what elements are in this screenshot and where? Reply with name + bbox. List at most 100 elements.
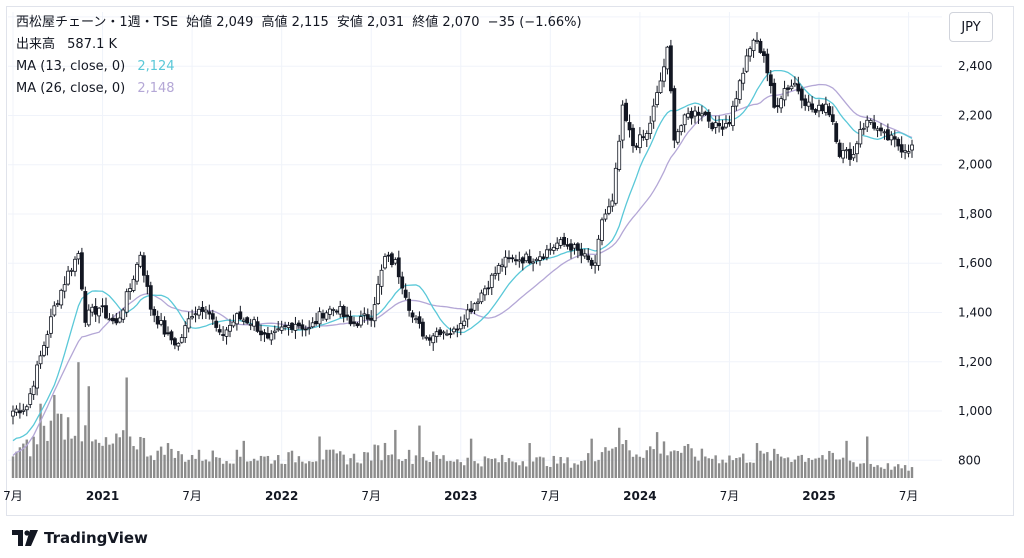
ma13-label[interactable]: MA (13, close, 0) [16,59,125,74]
volume-bar [732,460,734,478]
volume-bar [845,441,847,478]
candle-body [318,312,321,324]
volume-bar [91,441,93,478]
candle-body [456,329,459,330]
volume-bar [666,455,668,478]
candle-body [459,324,462,329]
candle-body [294,324,297,330]
candle-body [649,123,652,133]
candle-body [191,317,194,318]
candle-body [704,112,707,114]
candle-body [222,335,225,336]
volume-bar [408,450,410,478]
volume-bar [873,467,875,478]
volume-bar [442,455,444,478]
volume-bar [522,461,524,478]
volume-bar [832,453,834,478]
volume-bar [894,467,896,478]
candle-body [566,245,569,247]
candle-body [669,46,672,91]
volume-bar [642,458,644,478]
candle-body [797,84,800,91]
volume-bar [711,459,713,478]
volume-bar [897,464,899,478]
candle-body [790,86,793,89]
volume-bar [84,425,86,478]
volume-bar [422,457,424,478]
time-tick-label: 7月 [720,489,740,503]
volume-bar [46,441,48,478]
candle-body [552,247,555,250]
volume-bar [349,458,351,478]
volume-bar [491,459,493,478]
volume-bar [611,449,613,478]
volume-bar [284,464,286,478]
candle-body [142,256,145,276]
candle-body [756,40,759,41]
price-tick-label: 2,400 [958,59,992,73]
volume-bar [167,443,169,478]
volume-bar [387,455,389,478]
volume-bar [12,456,14,478]
candle-body [473,304,476,311]
candle-body [521,258,524,263]
candle-body [387,255,390,256]
price-axis: 2,6002,4002,2002,0001,8001,6001,4001,200… [958,10,992,467]
volume-bar [842,458,844,478]
candle-body [418,317,421,324]
candle-body [545,250,548,257]
candle-body [614,168,617,203]
volume-bar [859,464,861,478]
volume-bar [604,447,606,478]
candle-body [53,306,56,315]
candle-body [542,257,545,259]
candle-body [645,133,648,139]
tradingview-brand[interactable]: TradingView [12,526,148,550]
candle-body [380,270,383,286]
symbol-label[interactable]: 西松屋チェーン・1週・TSE [16,15,178,30]
candle-body [359,317,362,325]
candle-body [559,240,562,246]
volume-label[interactable]: 出来高 [16,37,55,52]
volume-bar [807,458,809,478]
legend-volume: 出来高 587.1 K [16,36,121,54]
volume-bar [739,457,741,478]
volume-bar [239,457,241,478]
time-tick-label: 7月 [899,489,919,503]
candle-body [883,132,886,133]
candle-body [218,330,221,333]
volume-bar [480,466,482,478]
candle-body [766,54,769,73]
brand-name: TradingView [44,529,148,547]
legend-ma26: MA (26, close, 0) 2,148 [16,80,179,98]
volume-bar [94,440,96,478]
candle-body [397,258,400,277]
candle-body [87,310,90,325]
candle-body [335,311,338,312]
volume-bar [88,386,90,478]
volume-bar [301,462,303,478]
volume-bar [67,417,69,478]
currency-button[interactable]: JPY [949,12,993,42]
candle-body [594,263,597,265]
volume-bar [559,457,561,478]
candle-body [204,310,207,312]
candle-body [139,255,142,266]
volume-bar [267,456,269,478]
volume-bar [170,449,172,478]
volume-bar [70,439,72,478]
volume-bar [907,471,909,478]
volume-bar [346,464,348,478]
time-tick-label: 7月 [182,489,202,503]
ma26-label[interactable]: MA (26, close, 0) [16,81,125,96]
candle-body [597,239,600,265]
volume-bar [776,454,778,478]
candle-body [366,315,369,320]
time-tick-label: 2021 [86,489,119,503]
volume-bar [683,446,685,478]
candle-body [425,337,428,338]
volume-bar [752,463,754,478]
volume-bar [411,464,413,478]
candle-body [666,47,669,69]
candle-body [353,322,356,324]
